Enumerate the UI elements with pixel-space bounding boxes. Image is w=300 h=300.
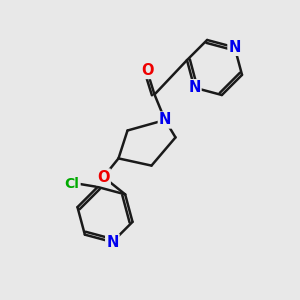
Text: Cl: Cl — [65, 177, 80, 191]
Text: N: N — [106, 235, 118, 250]
Text: O: O — [97, 169, 110, 184]
Text: N: N — [159, 112, 171, 128]
Text: N: N — [229, 40, 241, 55]
Text: O: O — [141, 63, 153, 78]
Text: N: N — [188, 80, 200, 95]
